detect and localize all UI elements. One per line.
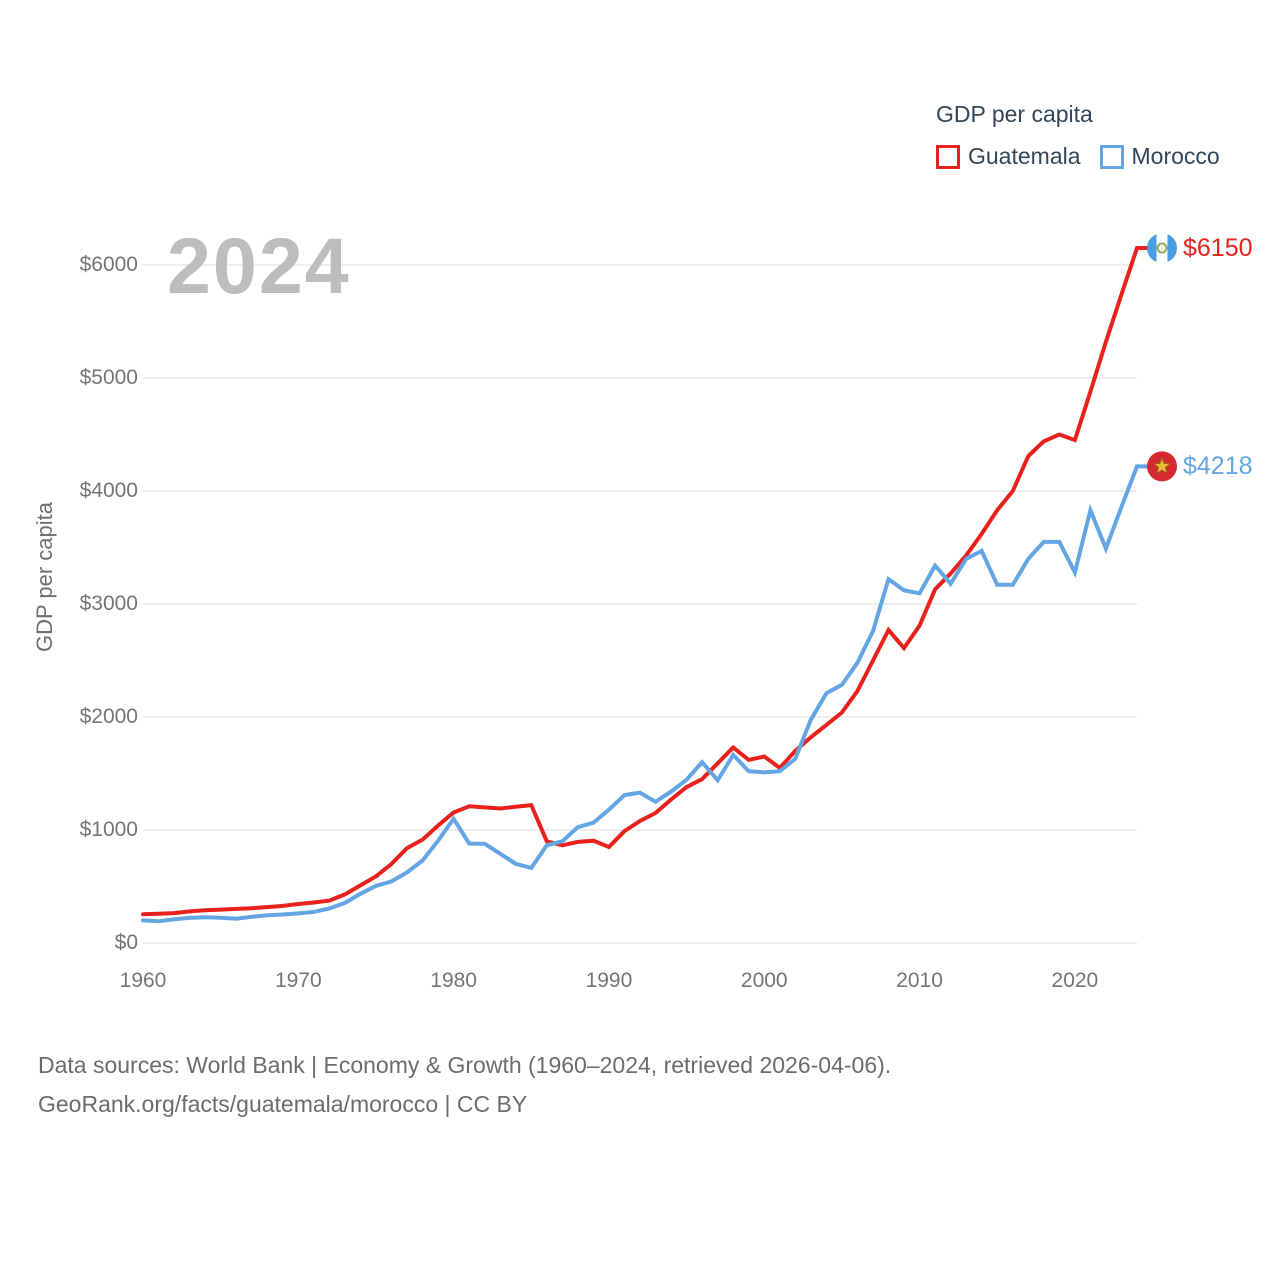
legend-item-guatemala[interactable]: Guatemala [936,143,1081,170]
year-watermark: 2024 [167,221,351,310]
footer: Data sources: World Bank | Economy & Gro… [38,1046,891,1124]
x-tick-label-2000: 2000 [740,969,788,992]
legend-label-morocco: Morocco [1131,143,1220,169]
x-tick-label-1970: 1970 [274,969,322,992]
y-tick-label-4000: $4000 [79,479,138,502]
data-sources-text: Data sources: World Bank | Economy & Gro… [38,1052,892,1078]
legend-label-guatemala: Guatemala [968,143,1081,169]
x-tick-label-1980: 1980 [430,969,477,992]
y-axis-title: GDP per capita [32,502,57,653]
end-value-guatemala: $6150 [1183,234,1253,263]
x-tick-label-1960: 1960 [119,969,167,992]
y-tick-label-3000: $3000 [79,592,138,615]
guatemala-line [141,246,1150,917]
y-tick-label-0: $0 [114,931,138,954]
x-tick-label-2020: 2020 [1051,969,1099,992]
attribution-text: GeoRank.org/facts/guatemala/morocco | CC… [38,1091,528,1117]
x-tick-label-2010: 2010 [896,969,943,992]
legend-row: Guatemala Morocco [936,143,1220,170]
morocco-line [141,464,1150,924]
y-tick-label-2000: $2000 [79,705,138,728]
legend-item-morocco[interactable]: Morocco [1099,143,1220,170]
legend-title: GDP per capita [936,101,1093,127]
y-tick-label-5000: $5000 [79,366,138,389]
morocco-swatch [1099,144,1124,169]
guatemala-swatch [936,144,960,169]
x-tick-label-1990: 1990 [585,969,633,992]
y-tick-label-6000: $6000 [79,253,138,276]
guatemala-flag [1147,233,1177,264]
end-value-morocco: $4218 [1183,452,1253,481]
morocco-flag [1147,451,1177,482]
legend: GDP per capita Guatemala Morocco [936,101,1220,170]
y-tick-label-1000: $1000 [79,818,138,841]
